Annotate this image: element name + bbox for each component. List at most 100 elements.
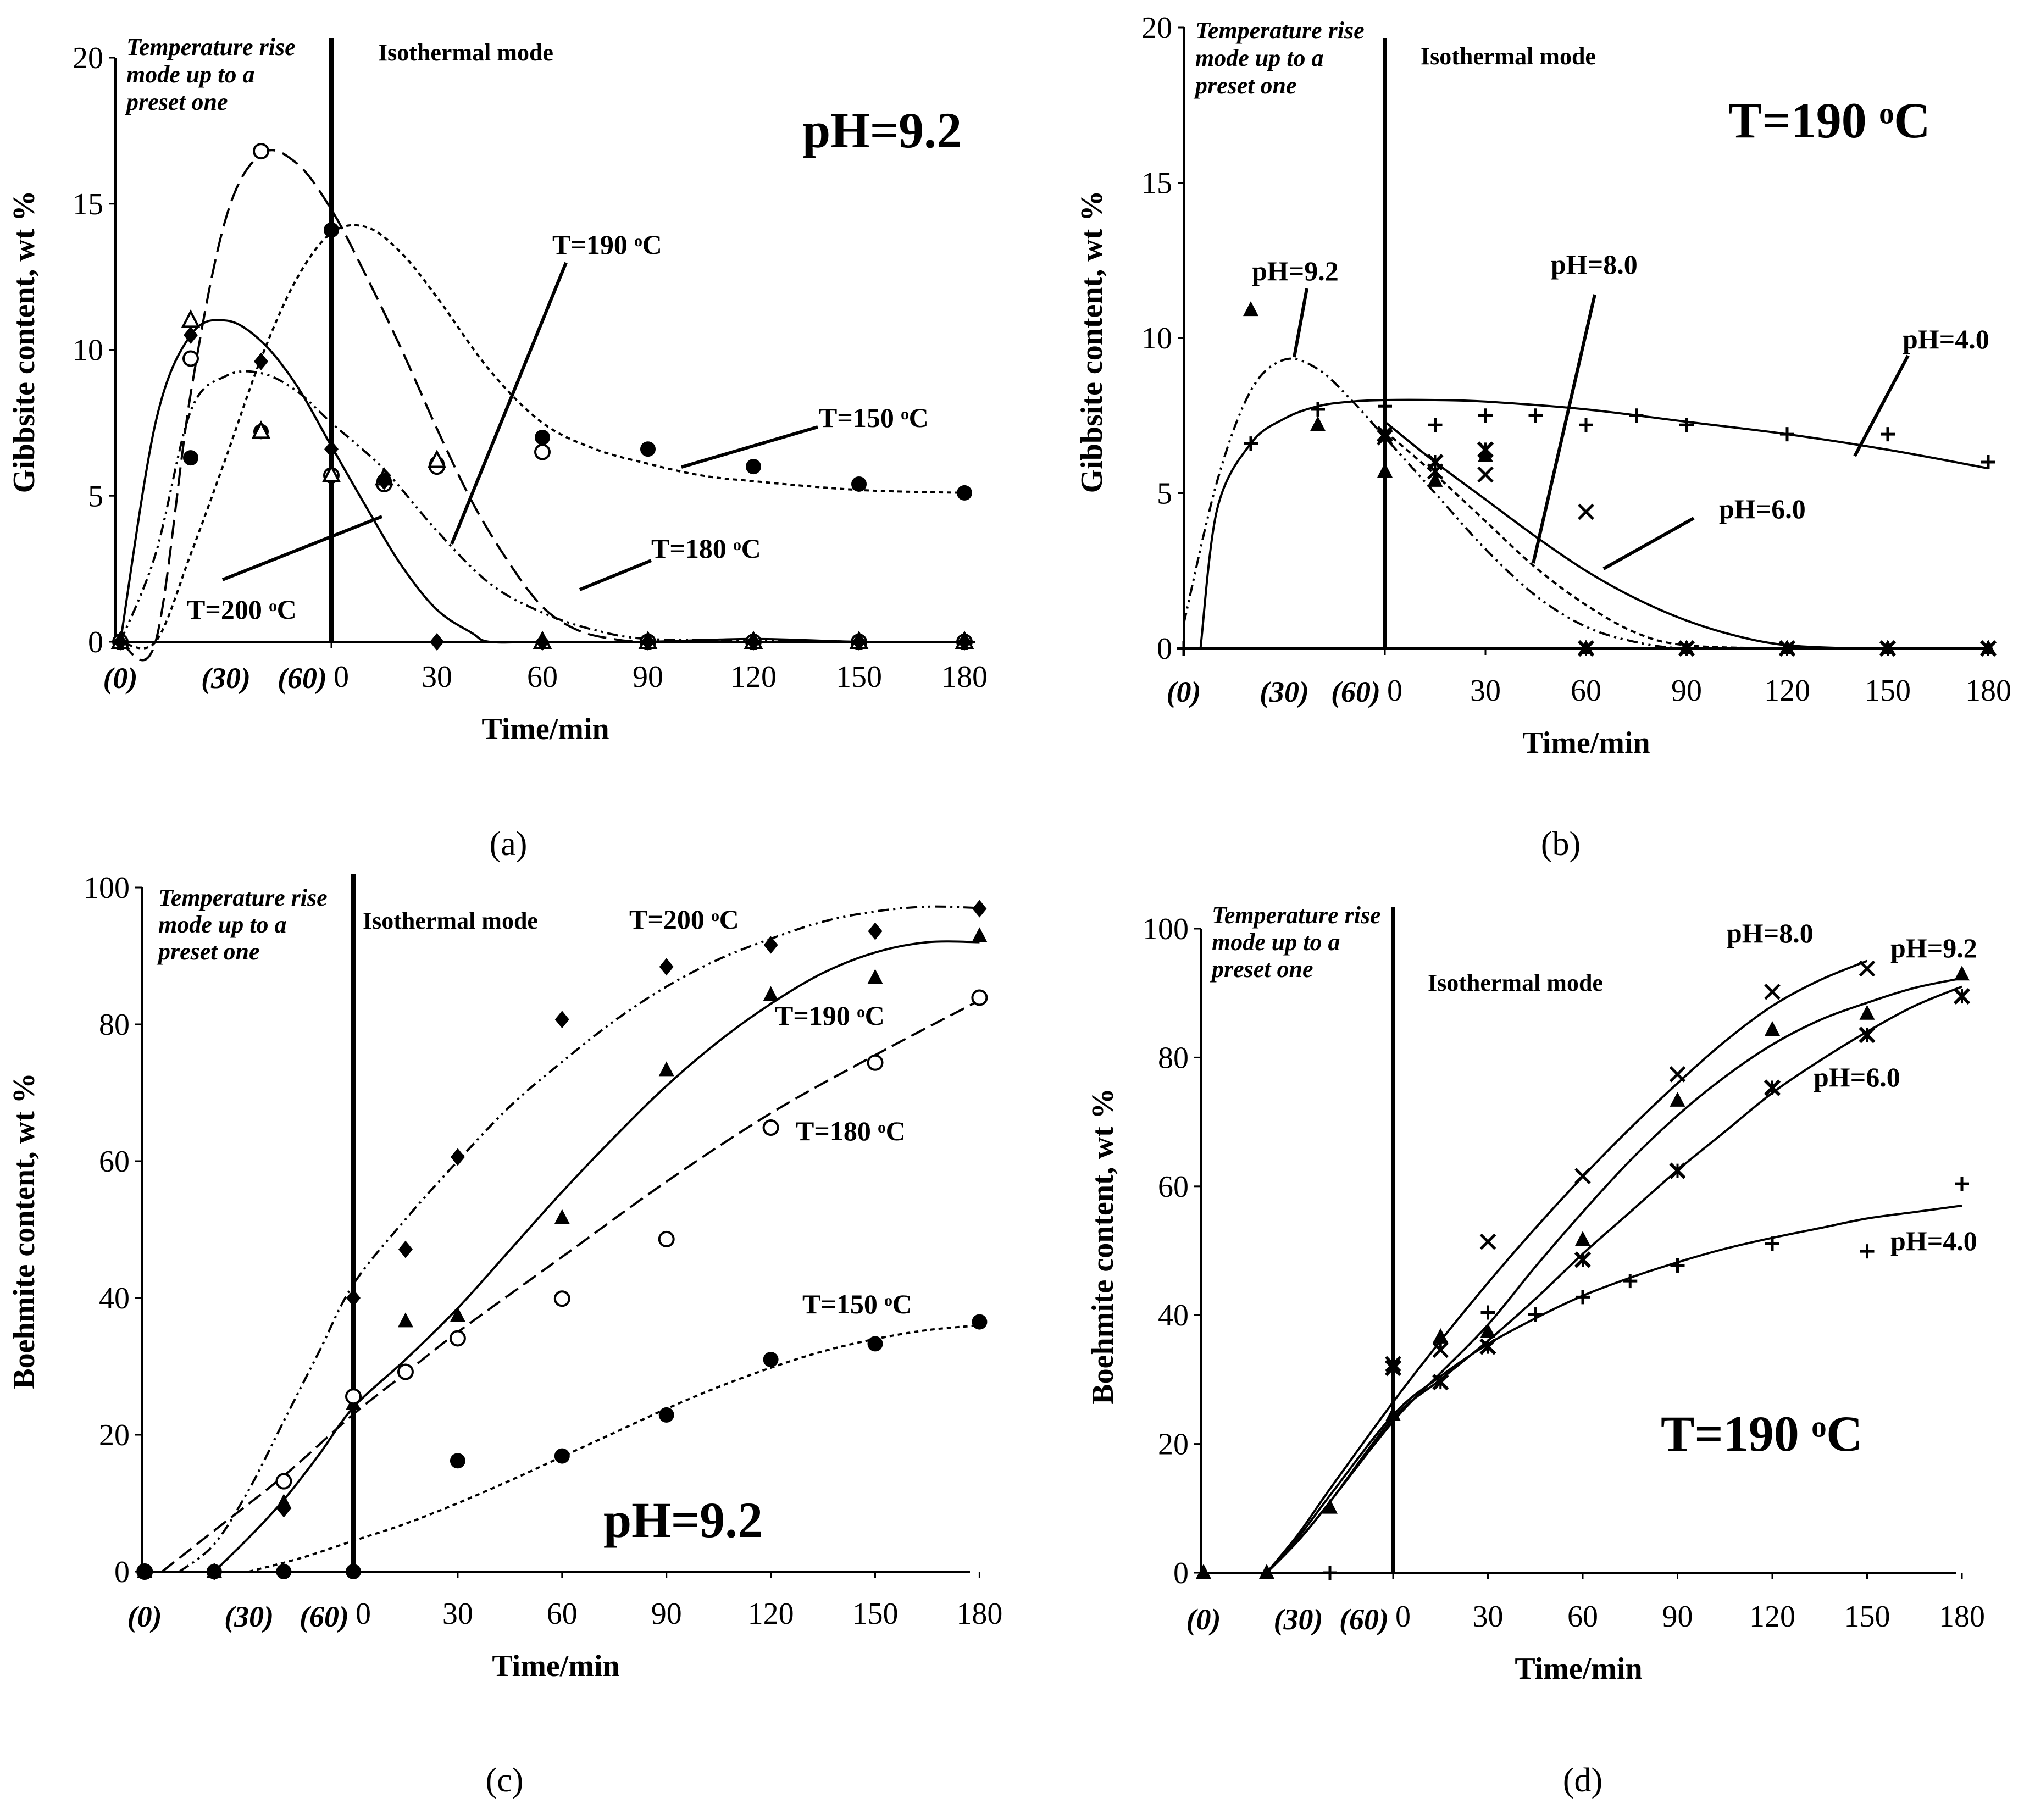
curves-d [1266, 959, 1962, 1574]
data-point [1670, 1091, 1685, 1107]
data-point [1955, 1177, 1969, 1191]
series-curve [120, 224, 965, 650]
data-point [659, 958, 674, 976]
data-point [1953, 987, 1971, 1005]
y-tick-label: 0 [1173, 1556, 1189, 1590]
x-axis-title: Time/min [492, 1649, 619, 1683]
y-tick-label: 100 [1143, 912, 1189, 946]
data-point [867, 969, 883, 984]
data-point [181, 309, 201, 328]
curve-label-c-200: T=200 ᵒC [629, 904, 739, 935]
curve-label-b-4.0: pH=4.0 [1903, 324, 1989, 354]
y-tick-label: 15 [1141, 167, 1172, 201]
data-point [1575, 1231, 1590, 1246]
y-tick-label: 10 [73, 334, 103, 368]
data-point [1778, 640, 1796, 657]
x-axis-title: Time/min [1515, 1652, 1642, 1686]
markers-d [1196, 960, 1971, 1580]
data-point [554, 1448, 570, 1464]
data-point [1432, 1373, 1449, 1391]
data-point [184, 326, 198, 344]
data-point [1479, 1233, 1496, 1250]
data-point [1323, 1566, 1337, 1580]
x-tick-label: 60 [1567, 1600, 1598, 1634]
x-tick-label: 180 [956, 1597, 1002, 1631]
curve-labels-d: pH=8.0 pH=9.2 pH=6.0 pH=4.0 [1727, 918, 1977, 1256]
data-point [1244, 436, 1258, 451]
data-point [867, 1336, 883, 1352]
data-point [1579, 418, 1593, 432]
rise-note-line-2: mode up to a [158, 911, 286, 938]
curve-label-a-200: T=200 ᵒC [187, 594, 297, 625]
data-point [397, 1312, 413, 1328]
x-tick-label: 120 [730, 660, 777, 694]
data-point [1479, 1338, 1496, 1355]
leaders-b [1293, 288, 1910, 570]
x-tick-label: 90 [633, 660, 663, 694]
data-point [1670, 1258, 1685, 1273]
series-curve [248, 1324, 980, 1573]
x-tick-label-rise: (60) [1339, 1603, 1389, 1636]
isothermal-note-b: Isothermal mode [1421, 43, 1596, 70]
data-point [1477, 466, 1494, 483]
isothermal-note-a: Isothermal mode [378, 39, 553, 66]
data-point [1478, 408, 1493, 423]
data-point [1764, 984, 1781, 1000]
data-point [450, 1307, 465, 1322]
rise-note-line-2: mode up to a [1195, 45, 1323, 71]
curve-label-a-190: T=190 ᵒC [552, 229, 662, 260]
curves-c [161, 905, 980, 1573]
rise-note-line-3: preset one [1210, 956, 1313, 983]
data-point [1629, 408, 1644, 423]
rise-note-line-2: mode up to a [1212, 929, 1340, 956]
y-tick-label: 40 [99, 1281, 130, 1316]
chart-panel-c: Boehmite content, wt % 0 20 40 60 80 100 0 30 6… [7, 871, 1002, 1799]
series-curve [213, 940, 980, 1573]
x-tick-label: 0 [334, 660, 349, 694]
data-point [535, 633, 550, 651]
data-point [206, 1564, 222, 1579]
data-point [762, 1119, 779, 1136]
data-point [345, 1388, 362, 1405]
data-point [1427, 471, 1443, 487]
data-point [1764, 1079, 1781, 1096]
data-point [658, 1061, 674, 1077]
curve-label-c-180: T=180 ᵒC [796, 1116, 906, 1146]
data-point [971, 989, 988, 1006]
data-point [658, 1407, 674, 1423]
x-tick-label: 150 [1844, 1600, 1890, 1634]
data-point [763, 1352, 779, 1368]
y-tick-label: 0 [1157, 632, 1172, 666]
curves-b [1183, 357, 1989, 650]
data-point [763, 936, 778, 954]
x-tick-label-rise: (30) [1274, 1603, 1323, 1636]
data-point [1981, 455, 1995, 469]
y-tick-label: 60 [1158, 1170, 1189, 1204]
curve-labels-a: T=190 ᵒC T=150 ᵒC T=180 ᵒC T=200 ᵒC [187, 229, 929, 625]
data-point [377, 472, 391, 490]
y-tick-label: 20 [1158, 1428, 1189, 1462]
data-point [1577, 640, 1595, 657]
data-point [1879, 640, 1897, 657]
x-tick-label: 180 [941, 660, 988, 694]
data-point [1623, 1274, 1638, 1289]
data-point [1979, 640, 1997, 657]
data-point [658, 1230, 675, 1247]
data-point [1322, 1499, 1338, 1514]
data-point [1528, 1307, 1543, 1322]
data-point [1477, 441, 1494, 458]
data-point [851, 476, 867, 492]
data-point [554, 1209, 570, 1224]
data-point [253, 143, 269, 160]
data-point [1432, 1341, 1449, 1358]
data-point [450, 1148, 465, 1166]
data-point [1578, 503, 1594, 520]
rise-note-line-1: Temperature rise [126, 34, 296, 60]
x-tick-label-rise: (30) [1260, 675, 1309, 708]
series-curve [1266, 1205, 1962, 1574]
data-point [867, 1054, 884, 1071]
y-axis-title-a: Gibbsite content, wt % [7, 191, 41, 493]
data-point [746, 633, 761, 651]
curve-label-d-8.0: pH=8.0 [1727, 918, 1814, 948]
data-point [1765, 1236, 1779, 1251]
